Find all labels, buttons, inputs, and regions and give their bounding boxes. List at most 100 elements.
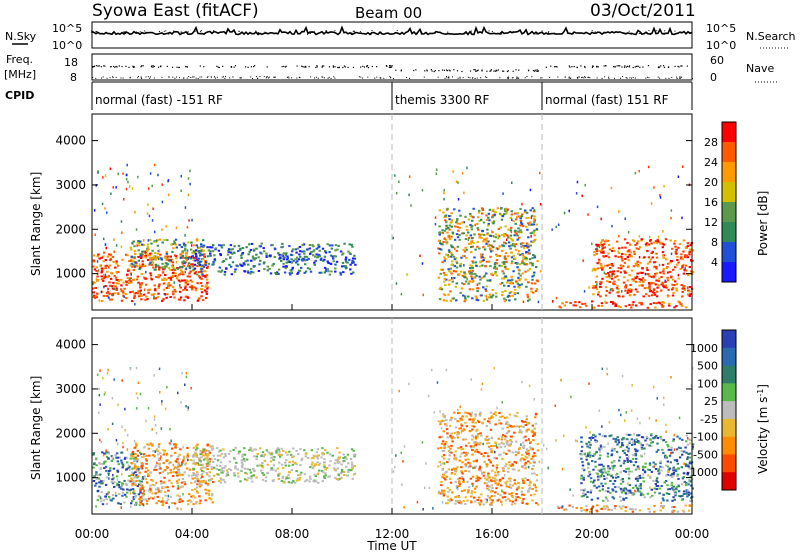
data-cell — [326, 268, 329, 271]
data-cell — [502, 467, 505, 470]
data-cell — [534, 422, 538, 425]
data-cell — [489, 448, 492, 450]
data-speck — [476, 283, 479, 286]
data-cell — [123, 479, 126, 482]
noise-search-dot — [108, 33, 110, 35]
data-cell — [529, 232, 533, 235]
data-cell — [485, 285, 488, 288]
data-cell — [593, 484, 596, 487]
data-cell — [134, 253, 137, 256]
data-cell — [106, 270, 109, 273]
nave-dot — [511, 77, 513, 79]
data-cell — [327, 270, 330, 273]
data-cell — [622, 498, 625, 501]
data-cell — [343, 474, 346, 476]
data-cell — [129, 277, 132, 280]
data-cell — [444, 441, 448, 444]
data-cell — [606, 455, 610, 458]
data-cell — [181, 500, 184, 503]
nave-dot — [314, 77, 316, 79]
data-cell — [314, 475, 317, 478]
data-cell — [313, 255, 317, 258]
data-cell — [527, 454, 531, 457]
data-cell — [616, 443, 619, 446]
data-cell — [568, 504, 571, 507]
freq-dot — [680, 65, 682, 67]
data-cell — [624, 284, 628, 287]
colorbar-tick-label: 8 — [711, 236, 718, 249]
data-cell — [506, 235, 510, 238]
data-cell — [569, 302, 572, 304]
data-cell — [161, 502, 165, 505]
data-cell — [522, 242, 525, 245]
data-cell — [498, 264, 501, 267]
data-cell — [149, 489, 153, 492]
data-cell — [660, 303, 663, 306]
data-cell — [466, 491, 470, 494]
data-cell — [651, 441, 654, 444]
data-cell — [114, 292, 117, 295]
data-cell — [151, 249, 154, 252]
data-cell — [206, 473, 209, 476]
colorbar-cell — [722, 122, 736, 143]
nave-dot — [376, 76, 378, 78]
data-cell — [197, 262, 200, 265]
data-cell — [670, 446, 673, 449]
data-cell — [120, 284, 123, 287]
data-cell — [278, 455, 282, 458]
data-speck — [97, 170, 99, 173]
freq-dot — [166, 65, 168, 68]
freq-dot — [518, 69, 520, 71]
data-cell — [498, 235, 501, 238]
data-cell — [671, 294, 675, 297]
data-cell — [684, 504, 687, 507]
data-speck — [581, 194, 583, 198]
data-cell — [486, 487, 489, 490]
data-cell — [154, 263, 157, 266]
data-cell — [341, 460, 345, 463]
data-cell — [503, 235, 506, 238]
data-cell — [639, 477, 642, 479]
nave-dot — [676, 76, 678, 78]
data-cell — [139, 265, 142, 268]
data-cell — [128, 260, 131, 263]
data-cell — [205, 292, 209, 295]
data-cell — [455, 299, 458, 302]
data-cell — [512, 244, 515, 247]
data-cell — [485, 214, 488, 217]
data-cell — [453, 277, 456, 279]
data-cell — [189, 500, 193, 503]
data-cell — [172, 247, 175, 250]
data-cell — [192, 268, 195, 271]
freq-dot — [446, 69, 448, 71]
data-cell — [137, 256, 140, 258]
data-cell — [437, 492, 441, 495]
data-cell — [220, 468, 223, 471]
data-cell — [301, 457, 304, 460]
nave-dot — [317, 77, 319, 79]
data-cell — [535, 502, 538, 505]
data-cell — [227, 250, 230, 253]
data-cell — [654, 306, 657, 309]
data-cell — [655, 450, 658, 453]
nave-dot — [676, 77, 678, 79]
data-cell — [125, 468, 129, 471]
data-cell — [145, 459, 148, 462]
data-cell — [297, 453, 300, 456]
data-cell — [205, 283, 208, 286]
data-cell — [281, 477, 284, 480]
data-cell — [111, 478, 114, 481]
data-cell — [443, 449, 446, 452]
data-cell — [292, 480, 295, 483]
data-cell — [303, 449, 306, 452]
data-cell — [678, 243, 682, 246]
data-cell — [500, 484, 503, 487]
noise-search-dot — [496, 32, 498, 34]
data-cell — [483, 275, 486, 278]
data-cell — [490, 501, 493, 504]
data-cell — [192, 256, 195, 259]
data-cell — [257, 270, 261, 272]
data-cell — [140, 465, 143, 468]
data-cell — [464, 465, 468, 468]
